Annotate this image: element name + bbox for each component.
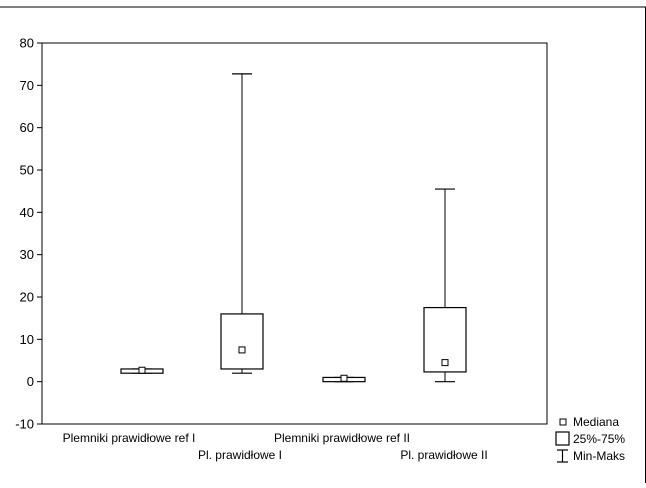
x-category-label: Pl. prawidłowe II	[400, 448, 487, 462]
x-category-label: Plemniki prawidłowe ref II	[274, 431, 410, 445]
box-4	[423, 188, 467, 383]
median-marker	[340, 374, 348, 382]
y-tick-label: 10	[20, 332, 34, 347]
median-marker	[238, 346, 246, 354]
median-marker	[138, 366, 146, 374]
y-axis: -10 0 10 20 30 40 50 60 70 80	[15, 36, 42, 432]
y-tick-label: 20	[20, 290, 34, 305]
median-marker	[441, 359, 449, 367]
legend-median-marker	[559, 418, 567, 426]
x-category-label: Pl. prawidłowe I	[198, 448, 282, 462]
box-1	[120, 366, 164, 374]
boxes-group	[120, 73, 467, 383]
y-tick-label: 70	[20, 78, 34, 93]
legend-item-label: Mediana	[573, 415, 619, 429]
iqr-box	[220, 313, 264, 370]
legend-item-label: 25%-75%	[573, 432, 625, 446]
y-tick-label: 0	[27, 374, 34, 389]
x-category-label: Plemniki prawidłowe ref I	[63, 431, 196, 445]
y-tick-label: 40	[20, 205, 34, 220]
y-tick-label: 30	[20, 247, 34, 262]
plot-area	[41, 42, 548, 425]
y-tick-label: 80	[20, 36, 34, 51]
legend-item-label: Min-Maks	[573, 449, 625, 463]
y-tick-label: 60	[20, 120, 34, 135]
legend: Mediana 25%-75% Min-Maks	[555, 415, 625, 463]
y-tick-label: -10	[15, 417, 34, 432]
box-2	[220, 73, 264, 374]
legend-box-marker	[555, 431, 570, 446]
x-axis-labels: Plemniki prawidłowe ref IPl. prawidłowe …	[63, 431, 488, 462]
box-3	[322, 374, 366, 383]
y-tick-label: 50	[20, 163, 34, 178]
